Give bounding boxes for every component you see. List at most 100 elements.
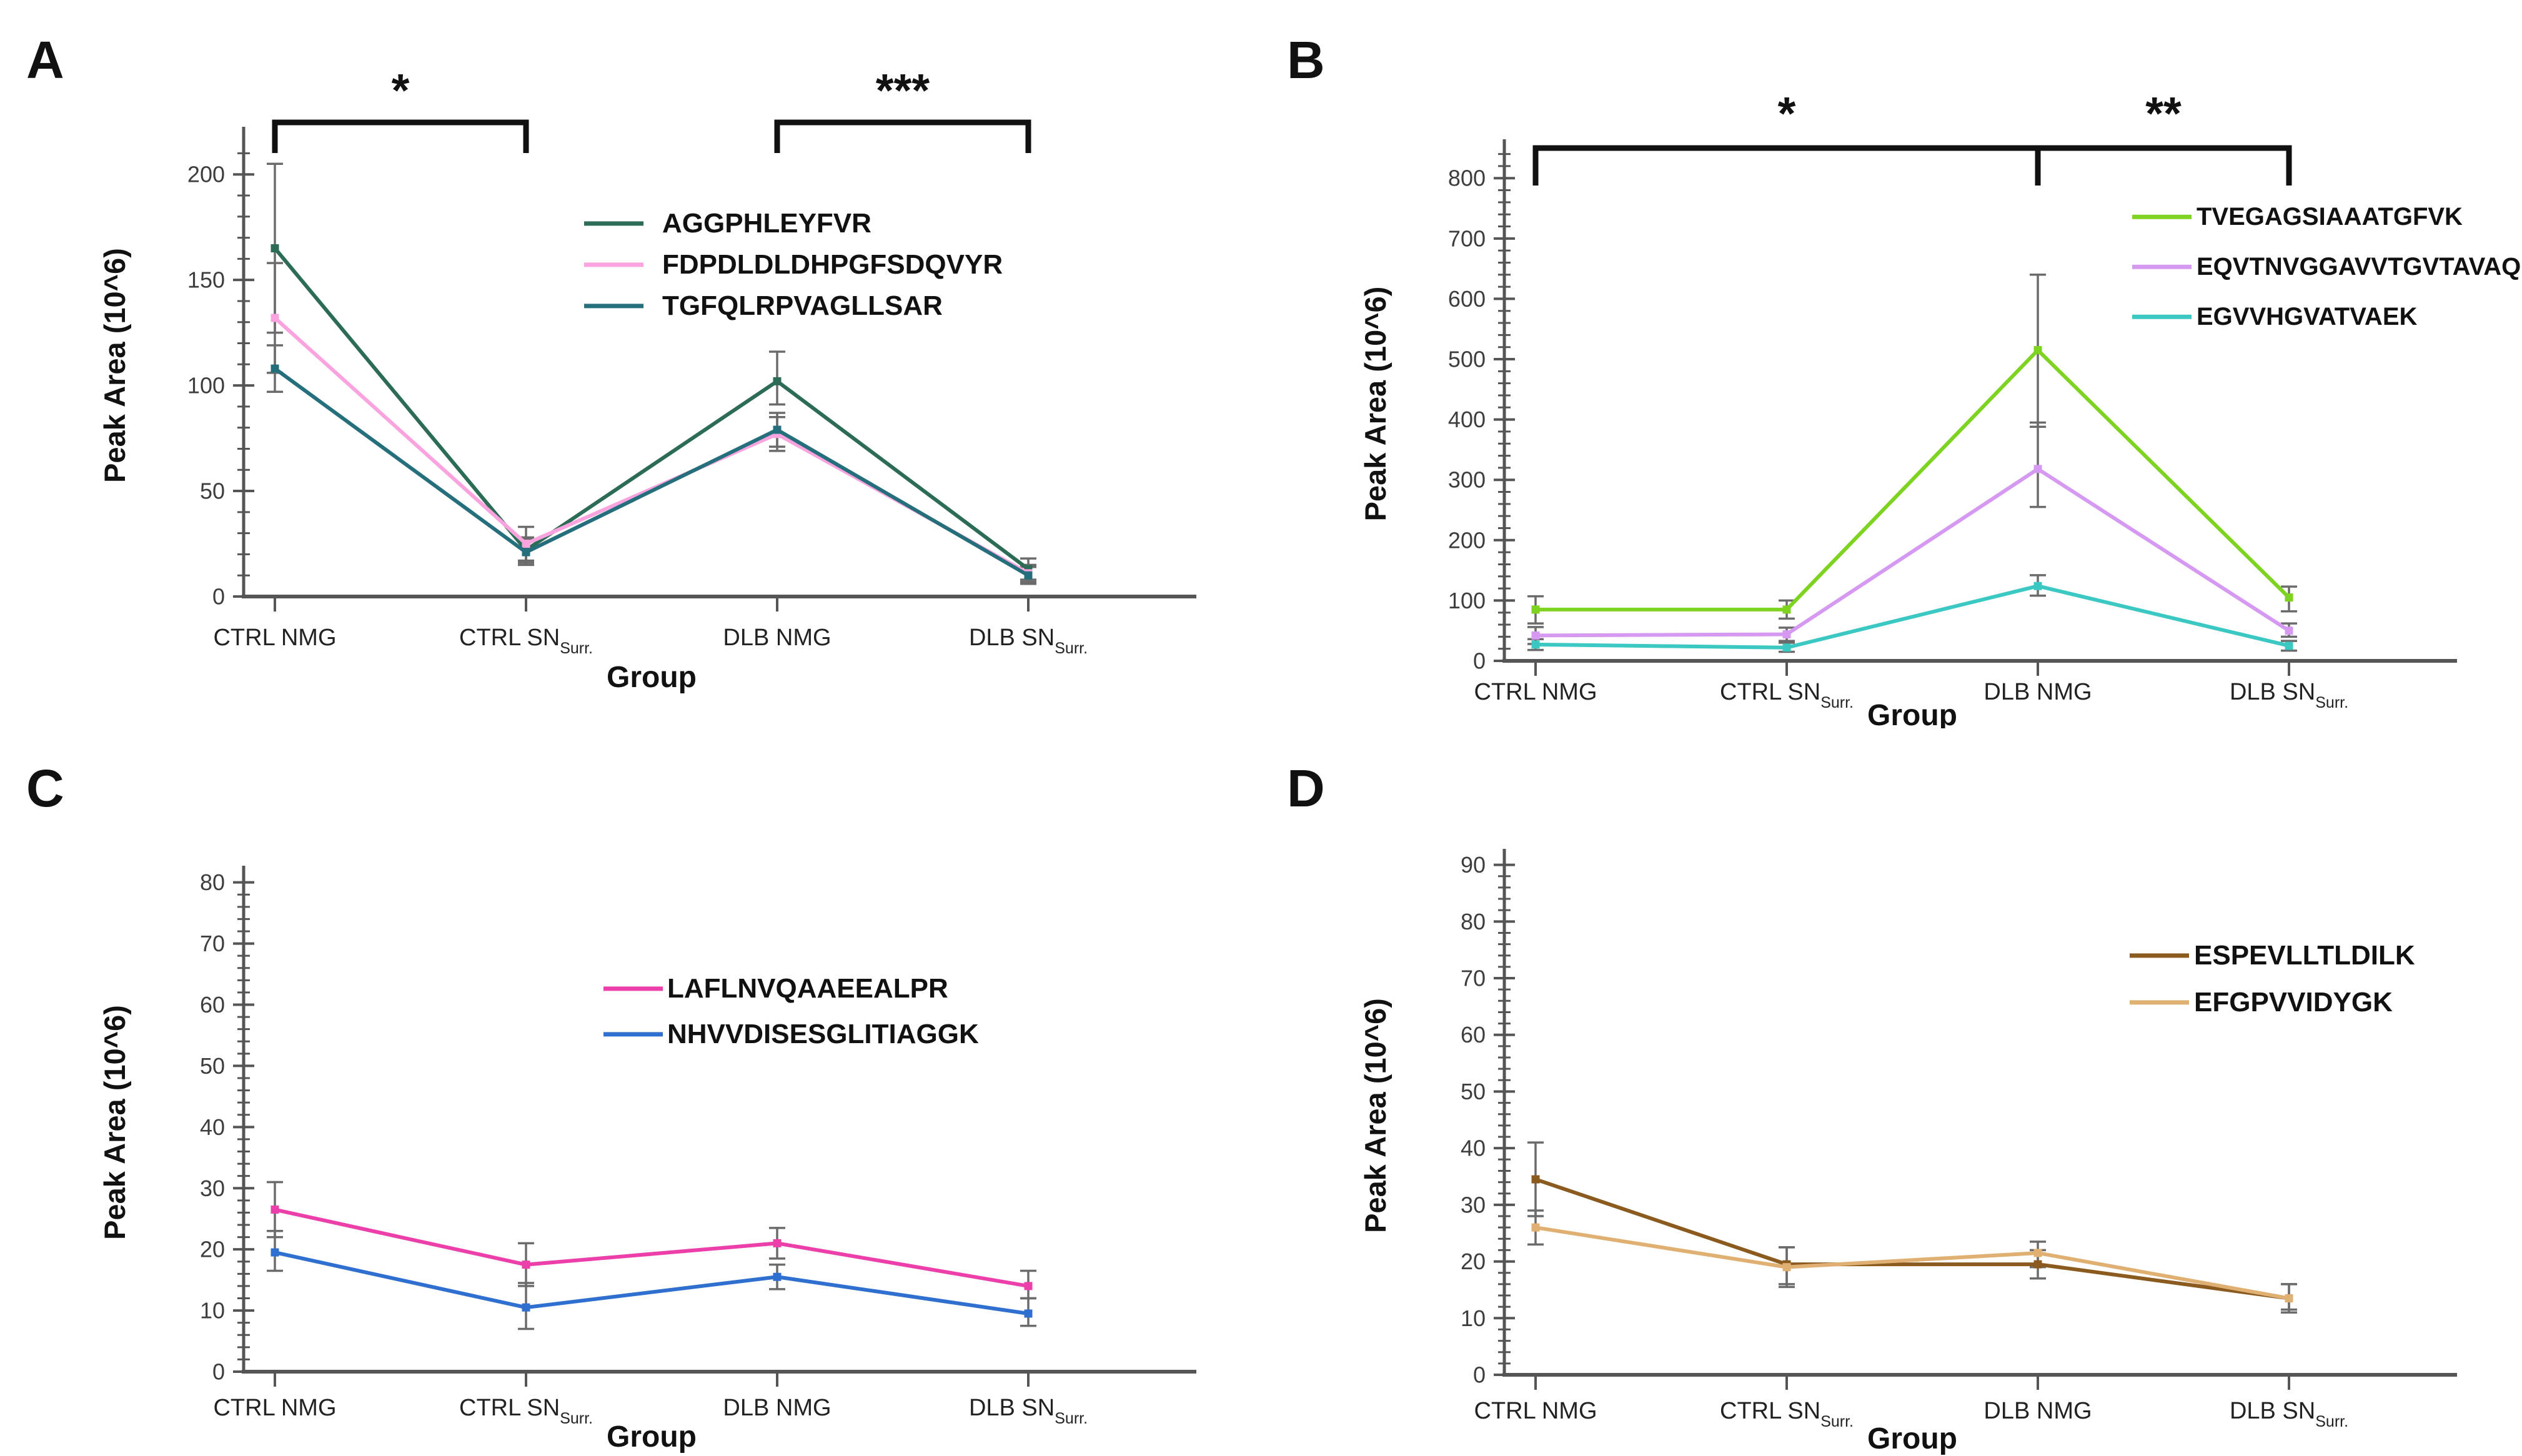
legend-item: FDPDLDLDHPGFSDQVYR xyxy=(584,249,1003,280)
x-tick-label: CTRL SNSurr. xyxy=(1720,679,1854,711)
data-point-marker xyxy=(1531,1223,1540,1232)
data-point-marker xyxy=(2033,1249,2042,1257)
y-tick-label: 60 xyxy=(1461,1022,1486,1047)
data-point-marker xyxy=(1531,640,1540,649)
x-tick-label: CTRL NMG xyxy=(1474,679,1597,705)
data-point-marker xyxy=(271,1248,279,1257)
significance-bracket: ** xyxy=(2035,87,2292,186)
panel-c: C 0 10 20 30 40 50 60 70 80 CTRL NMG CTRL SNSurr. DL… xyxy=(0,728,1261,1456)
legend-label: TVEGAGSIAAATGFVK xyxy=(2197,203,2463,230)
x-tick-label: DLB NMG xyxy=(723,625,831,651)
y-tick-label: 70 xyxy=(1461,966,1486,991)
x-tick-label: DLB NMG xyxy=(723,1395,831,1421)
legend: TVEGAGSIAAATGFVK EQVTNVGGAVVTGVTAVAQK EGVV… xyxy=(2132,203,2522,330)
data-point-marker xyxy=(271,1206,279,1214)
y-tick-label: 100 xyxy=(187,373,225,399)
x-axis-title: Group xyxy=(607,1420,697,1454)
error-bars xyxy=(1527,274,2297,653)
data-point-marker xyxy=(522,548,530,557)
legend-item: NHVVDISESGLITIAGGK xyxy=(603,1019,979,1049)
data-point-marker xyxy=(1024,1282,1033,1290)
y-tick-label: 100 xyxy=(1448,588,1486,613)
series-tgfqlrpvagllsar xyxy=(271,364,1033,580)
panel-d: D 0 10 20 30 40 50 60 70 80 90 CTRL NMG CTRL SNSurr.… xyxy=(1261,728,2521,1456)
y-tick-label: 90 xyxy=(1461,852,1486,878)
panel-b: B 0 100 200 300 400 500 600 700 800 CTRL NMG CTRL S… xyxy=(1261,0,2522,732)
legend-item: ESPEVLLTLDILK xyxy=(2130,940,2415,971)
y-tick-label: 400 xyxy=(1448,407,1486,432)
data-point-marker xyxy=(1531,631,1540,640)
y-axis-title: Peak Area (10^6) xyxy=(98,248,131,483)
data-point-marker xyxy=(1782,605,1791,614)
axes: 0 10 20 30 40 50 60 70 80 CTRL NMG CTRL SNSurr. DLB… xyxy=(200,866,1196,1427)
y-tick-label: 10 xyxy=(200,1298,225,1324)
x-tick-label: CTRL SNSurr. xyxy=(459,1395,593,1427)
significance-bracket: * xyxy=(272,64,529,153)
y-tick-label: 40 xyxy=(1461,1136,1486,1161)
significance-stars: * xyxy=(392,64,410,116)
error-bars xyxy=(1527,1141,2297,1314)
data-point-marker xyxy=(1531,605,1540,614)
series-laflnvqaaeealpr xyxy=(271,1206,1033,1290)
legend-item: EFGPVVIDYGK xyxy=(2130,987,2393,1018)
x-tick-label: CTRL NMG xyxy=(213,1395,336,1421)
y-tick-label: 80 xyxy=(200,869,225,895)
x-tick-label: CTRL SNSurr. xyxy=(459,625,593,657)
panel-letter: B xyxy=(1287,31,1325,89)
data-point-marker xyxy=(2033,582,2042,590)
y-tick-label: 150 xyxy=(187,267,225,293)
y-tick-label: 40 xyxy=(200,1114,225,1140)
data-point-marker xyxy=(773,377,782,385)
axes: 0 10 20 30 40 50 60 70 80 90 CTRL NMG CTRL SNSurr. D… xyxy=(1461,849,2457,1430)
legend-label: NHVVDISESGLITIAGGK xyxy=(667,1019,979,1049)
series-egvvhgvatvaek xyxy=(1531,582,2293,652)
significance-bracket: *** xyxy=(774,64,1031,153)
data-point-marker xyxy=(2285,1294,2293,1303)
chart-d: D 0 10 20 30 40 50 60 70 80 90 CTRL NMG CTRL SNSurr.… xyxy=(1287,759,2457,1455)
panel-letter: C xyxy=(26,759,64,818)
legend-label: ESPEVLLTLDILK xyxy=(2194,940,2415,971)
data-point-marker xyxy=(2033,346,2042,355)
y-tick-label: 20 xyxy=(200,1237,225,1262)
data-point-marker xyxy=(1024,1309,1033,1318)
data-point-marker xyxy=(1782,643,1791,652)
legend-label: LAFLNVQAAEEALPR xyxy=(667,973,948,1004)
y-tick-label: 200 xyxy=(187,162,225,187)
panel-letter: A xyxy=(26,31,64,89)
x-tick-label: DLB SNSurr. xyxy=(969,1395,1088,1427)
x-tick-label: DLB NMG xyxy=(1983,1398,2092,1424)
data-point-marker xyxy=(1531,1175,1540,1184)
y-axis-title: Peak Area (10^6) xyxy=(1359,287,1392,522)
y-tick-label: 600 xyxy=(1448,286,1486,312)
significance-stars: ** xyxy=(2145,87,2182,139)
axes: 0 100 200 300 400 500 600 700 800 CTRL NMG CTRL SN… xyxy=(1448,139,2457,711)
series-eqvtnvggavvtgvtavaqk xyxy=(1531,465,2293,640)
y-tick-label: 70 xyxy=(200,931,225,956)
legend: LAFLNVQAAEEALPR NHVVDISESGLITIAGGK xyxy=(603,973,979,1049)
x-tick-label: DLB SNSurr. xyxy=(2230,1398,2348,1430)
legend-item: LAFLNVQAAEEALPR xyxy=(603,973,948,1004)
y-tick-label: 60 xyxy=(200,992,225,1018)
y-tick-label: 50 xyxy=(200,478,225,504)
y-tick-label: 0 xyxy=(212,1359,225,1385)
series-espevlltldilk xyxy=(1531,1175,2293,1303)
x-tick-label: DLB SNSurr. xyxy=(2230,679,2348,711)
data-point-marker xyxy=(271,314,279,322)
series-nhvvdisesglitiaggk xyxy=(271,1248,1033,1318)
y-tick-label: 20 xyxy=(1461,1249,1486,1274)
series-fdpdldldhpgfsdqvyr xyxy=(271,314,1033,578)
y-tick-label: 30 xyxy=(1461,1192,1486,1217)
y-tick-label: 200 xyxy=(1448,527,1486,553)
legend-item: TVEGAGSIAAATGFVK xyxy=(2132,203,2463,230)
chart-a: A 0 50 100 150 200 CTRL NMG CTRL SNSurr. DLB NMG… xyxy=(26,31,1196,694)
data-point-marker xyxy=(773,1272,782,1281)
x-axis-title: Group xyxy=(607,661,697,694)
data-point-marker xyxy=(271,244,279,252)
legend: ESPEVLLTLDILK EFGPVVIDYGK xyxy=(2130,940,2415,1018)
chart-b: B 0 100 200 300 400 500 600 700 800 CTRL NMG CTRL S… xyxy=(1287,31,2522,732)
x-tick-label: DLB NMG xyxy=(1983,679,2092,705)
data-point-marker xyxy=(1782,1263,1791,1272)
legend-item: EQVTNVGGAVVTGVTAVAQK xyxy=(2132,253,2522,280)
error-bars xyxy=(267,162,1036,585)
y-tick-label: 80 xyxy=(1461,909,1486,934)
